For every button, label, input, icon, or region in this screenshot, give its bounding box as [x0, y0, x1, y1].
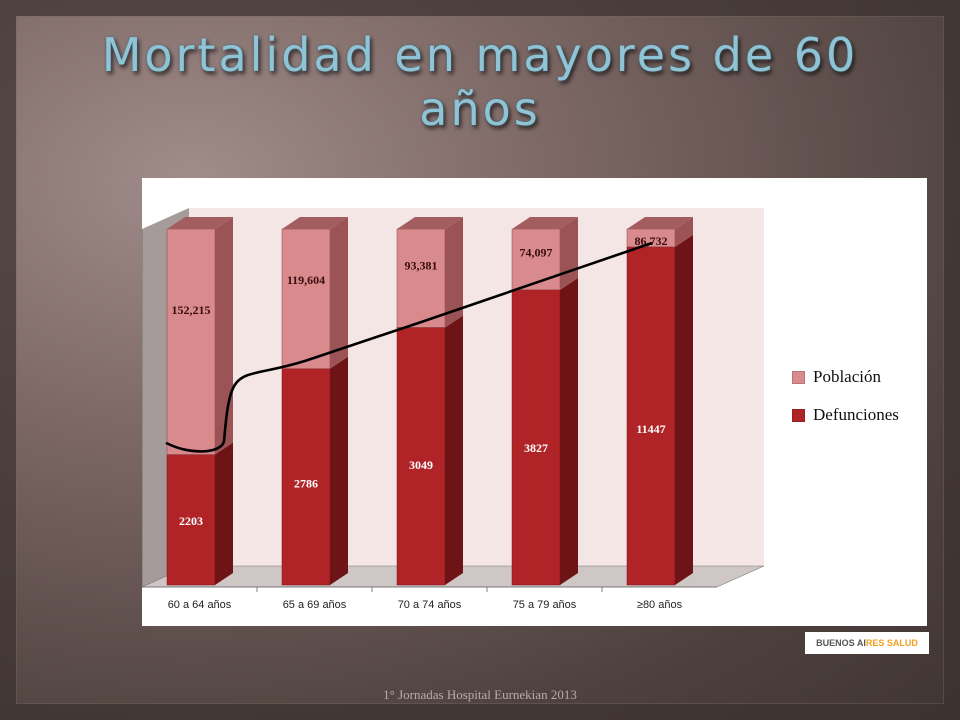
- legend-item-defunciones: Defunciones: [792, 396, 899, 434]
- x-category-label: ≥80 años: [637, 599, 683, 611]
- chart-legend: Población Defunciones: [792, 358, 899, 434]
- data-label-poblacion: 86,732: [635, 234, 668, 248]
- bar-poblacion: [511, 228, 561, 291]
- legend-swatch-poblacion: [792, 370, 805, 384]
- x-category-label: 75 a 79 años: [513, 599, 577, 611]
- data-label-poblacion: 119,604: [287, 273, 325, 287]
- bar-defunciones: [396, 327, 446, 586]
- data-label-poblacion: 152,215: [172, 303, 211, 317]
- logo-text-b: RES SALUD: [865, 638, 918, 648]
- bar-defunciones-side: [330, 356, 348, 585]
- buenos-aires-salud-logo: BUENOS AIRES SALUD: [805, 632, 929, 654]
- legend-label-poblacion: Población: [813, 367, 881, 386]
- bar-top: [282, 217, 348, 229]
- bar-poblacion-side: [675, 217, 693, 247]
- data-label-defunciones: 2203: [179, 514, 203, 528]
- bar-defunciones: [626, 246, 676, 586]
- bar-poblacion: [396, 228, 446, 328]
- data-label-defunciones: 3827: [524, 441, 548, 455]
- data-label-defunciones: 3049: [409, 458, 433, 472]
- x-category-label: 70 a 74 años: [398, 599, 462, 611]
- data-label-poblacion: 74,097: [520, 245, 553, 259]
- bar-top: [397, 217, 463, 229]
- slide-footer: 1° Jornadas Hospital Eurnekian 2013: [383, 687, 577, 702]
- data-label-defunciones: 2786: [294, 477, 318, 491]
- chart-area: 90%91%92%93%94%95%96%97%98%99%100%220315…: [142, 178, 927, 626]
- stacked-bar-chart: 90%91%92%93%94%95%96%97%98%99%100%220315…: [142, 208, 765, 611]
- legend-swatch-defunciones: [792, 408, 805, 422]
- bar-defunciones: [281, 368, 331, 586]
- bar-poblacion: [166, 228, 216, 455]
- slide-title: Mortalidad en mayores de 60 años: [101, 28, 859, 136]
- bar-poblacion: [281, 228, 331, 369]
- bar-top: [512, 217, 578, 229]
- legend-label-defunciones: Defunciones: [813, 405, 899, 424]
- logo-text-a: BUENOS AI: [816, 638, 866, 648]
- bar-poblacion-side: [560, 217, 578, 290]
- bar-poblacion-side: [330, 217, 348, 369]
- bar-defunciones: [511, 289, 561, 586]
- bar-defunciones-side: [675, 234, 693, 585]
- data-label-poblacion: 93,381: [405, 258, 438, 272]
- bar-top: [167, 217, 233, 229]
- legend-item-poblacion: Población: [792, 358, 899, 396]
- bar-defunciones-side: [445, 315, 463, 585]
- x-category-label: 60 a 64 años: [168, 599, 232, 611]
- trend-line: [165, 242, 653, 453]
- bar-defunciones-side: [560, 277, 578, 585]
- bar-defunciones: [166, 454, 216, 586]
- bar-poblacion-side: [215, 217, 233, 455]
- x-category-label: 65 a 69 años: [283, 599, 347, 611]
- data-label-defunciones: 11447: [636, 422, 665, 436]
- bar-poblacion-side: [445, 217, 463, 328]
- bar-top: [627, 217, 693, 229]
- bar-defunciones-side: [215, 442, 233, 585]
